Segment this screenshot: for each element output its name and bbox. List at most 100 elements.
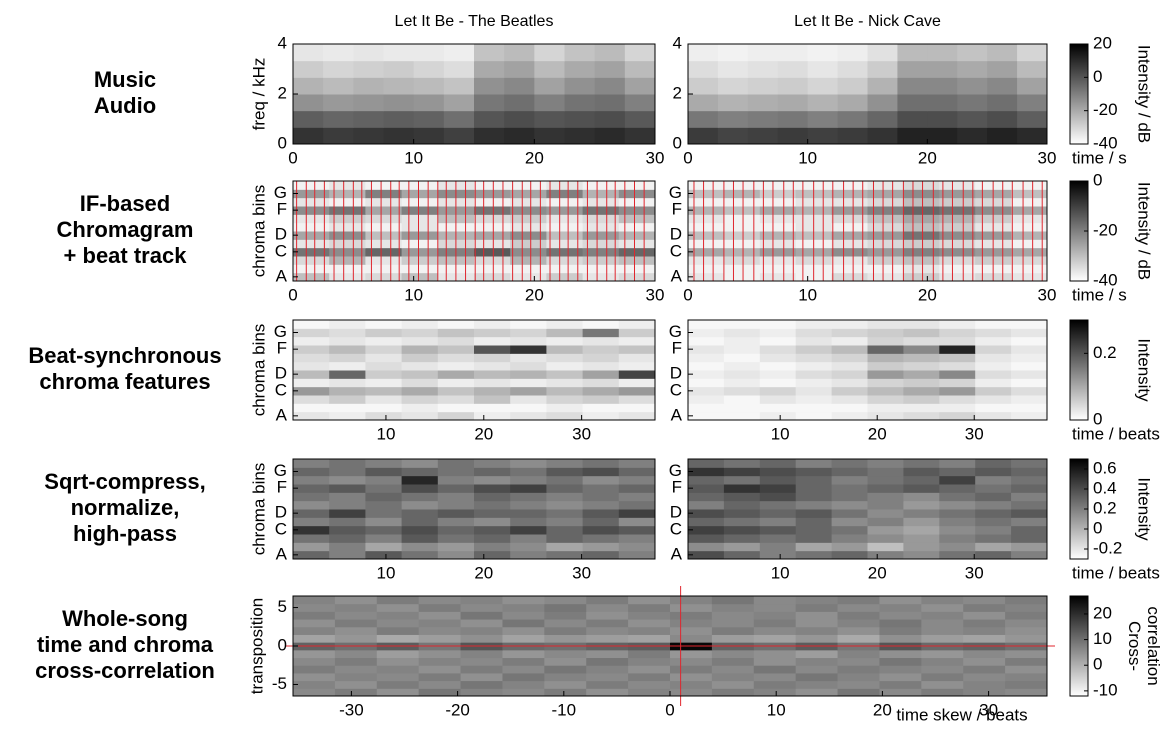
heatmap-cell — [975, 542, 1012, 552]
heatmap-cell — [510, 467, 547, 477]
heatmap-cell — [624, 60, 656, 78]
heatmap-cell — [807, 127, 839, 145]
heatmap-cell — [401, 370, 439, 379]
colorbar-label: correlation — [1144, 606, 1163, 685]
heatmap-cell — [831, 492, 868, 502]
heatmap-cell — [437, 386, 475, 396]
heatmap-cell — [293, 110, 324, 128]
heatmap-cell — [867, 353, 904, 363]
heatmap-cell — [759, 320, 797, 329]
heatmap-cell — [975, 509, 1012, 518]
heatmap-cell — [546, 500, 584, 510]
heatmap-cell — [618, 517, 656, 527]
heatmap-cell — [329, 345, 366, 354]
heatmap-cell — [329, 459, 366, 468]
heatmap-cell — [401, 247, 439, 257]
heatmap-cell — [831, 247, 868, 257]
heatmap-cell — [401, 467, 439, 477]
heatmap-cell — [1005, 619, 1048, 628]
heatmap-cell — [418, 603, 462, 612]
heatmap-cell — [903, 239, 940, 249]
heatmap-cell — [329, 222, 366, 232]
heatmap-cell — [723, 320, 761, 329]
heatmap-cell — [293, 475, 330, 485]
heatmap-cell — [329, 181, 366, 190]
heatmap-cell — [546, 534, 584, 543]
heatmap-cell — [329, 239, 366, 249]
heatmap-cell — [401, 239, 439, 249]
heatmap-cell — [474, 44, 505, 62]
heatmap-cell — [688, 534, 725, 543]
heatmap-cell — [837, 626, 880, 635]
heatmap-cell — [624, 127, 656, 145]
heatmap-cell — [957, 94, 988, 112]
colorbar-tick-label: 0 — [1093, 409, 1102, 428]
heatmap-cell — [963, 634, 1006, 643]
heatmap-cell — [939, 403, 976, 413]
heatmap-cell — [1011, 467, 1048, 477]
heatmap-cell — [939, 517, 976, 527]
heatmap-cell — [807, 110, 839, 128]
heatmap-cell — [753, 611, 797, 620]
heatmap-cell — [939, 467, 976, 477]
heatmap-cell — [831, 206, 868, 215]
heatmap-cell — [723, 411, 761, 421]
heatmap-cell — [293, 60, 324, 78]
heatmap-cell — [837, 649, 880, 659]
heatmap-cell — [293, 459, 330, 468]
heatmap-cell — [939, 353, 976, 363]
heatmap-cell — [564, 127, 596, 145]
heatmap-cell — [711, 596, 755, 605]
heatmap-cell — [711, 672, 755, 682]
heatmap-cell — [618, 336, 656, 346]
heatmap-cell — [688, 239, 725, 249]
heatmap-cell — [618, 345, 656, 354]
heatmap-cell — [474, 403, 511, 413]
heatmap-cell — [939, 525, 976, 535]
heatmap-cell — [921, 688, 964, 697]
row-label: high-pass — [73, 521, 177, 546]
heatmap-cell — [867, 467, 904, 477]
heatmap-cell — [747, 94, 779, 112]
heatmap-cell — [670, 649, 713, 659]
heatmap-cell — [504, 94, 535, 112]
heatmap-cell — [723, 484, 761, 493]
heatmap-cell — [582, 231, 620, 240]
heatmap-cell — [795, 336, 833, 346]
y-tick-label: F — [277, 200, 287, 219]
heatmap-cell — [474, 467, 511, 477]
heatmap-cell — [1005, 611, 1048, 620]
heatmap-cell — [837, 688, 880, 697]
heatmap-cell — [963, 611, 1006, 620]
heatmap-cell — [353, 94, 384, 112]
y-tick-label: 2 — [278, 83, 287, 102]
heatmap-cell — [460, 680, 503, 689]
heatmap-cell — [474, 525, 511, 535]
heatmap-cell — [723, 370, 761, 379]
heatmap-cell — [365, 189, 403, 199]
heatmap-cell — [401, 206, 439, 215]
heatmap-cell — [753, 634, 797, 643]
heatmap-cell — [1011, 272, 1048, 282]
heatmap-cell — [759, 197, 797, 207]
heatmap-cell — [413, 127, 445, 145]
heatmap-cell — [903, 484, 940, 493]
heatmap-cell — [1011, 353, 1048, 363]
heatmap-cell — [975, 492, 1012, 502]
heatmap-cell — [401, 189, 439, 199]
heatmap-cell — [688, 459, 725, 468]
y-axis-label: freq / kHz — [249, 58, 268, 131]
row-label: + beat track — [64, 243, 188, 268]
heatmap-cell — [688, 247, 725, 257]
heatmap-cell — [688, 336, 725, 346]
heatmap-cell — [582, 534, 620, 543]
heatmap-cell — [546, 509, 584, 518]
heatmap-cell — [293, 127, 324, 145]
heatmap-cell — [831, 336, 868, 346]
heatmap-cell — [510, 534, 547, 543]
heatmap-cell — [903, 500, 940, 510]
heatmap-cell — [329, 411, 366, 421]
heatmap-cell — [594, 110, 626, 128]
heatmap-cell — [867, 247, 904, 257]
heatmap-cell — [939, 197, 976, 207]
